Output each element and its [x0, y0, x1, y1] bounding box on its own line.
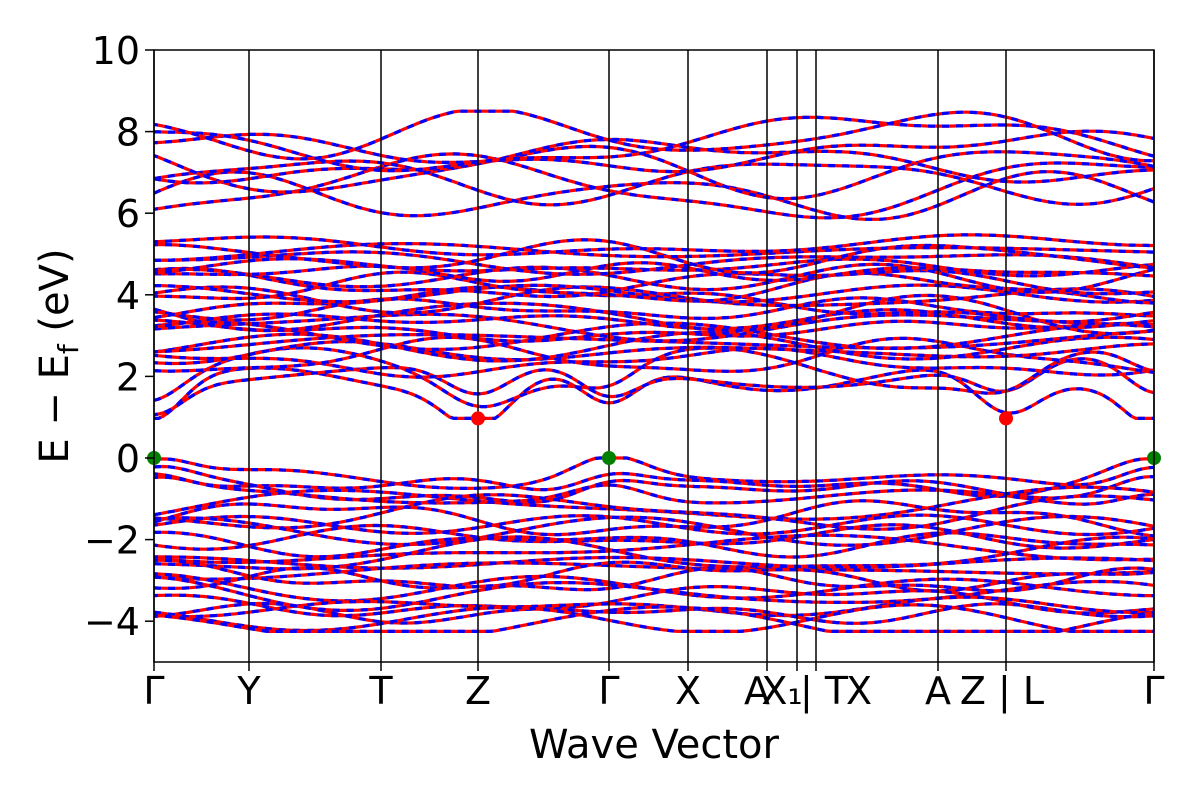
x-tick-label: A: [925, 669, 951, 713]
y-tick-label: 10: [92, 29, 140, 73]
band-line-spin-down: [154, 318, 1154, 343]
band-line-spin-down: [154, 603, 1154, 633]
band-line-spin-down: [154, 152, 1154, 220]
band-line-spin-down: [154, 475, 1154, 506]
x-tick-label: X: [675, 669, 701, 713]
x-tick-label: Y: [236, 669, 261, 713]
x-tick-label: X: [846, 669, 872, 713]
band-line-spin-down: [154, 514, 1154, 547]
cbm-marker: [999, 411, 1013, 426]
y-tick-label: 0: [116, 437, 140, 481]
y-tick-label: 4: [116, 274, 140, 318]
y-axis-label-unit: (eV): [32, 248, 78, 344]
band-line-spin-down: [154, 601, 1154, 625]
vbm-marker: [602, 451, 616, 465]
band-line-spin-up: [154, 261, 1154, 283]
band-line-spin-up: [154, 250, 1154, 276]
band-line-spin-down: [154, 513, 1154, 537]
band-line-spin-down: [154, 523, 1154, 551]
plot-frame: [153, 49, 1155, 663]
x-axis-label: Wave Vector: [529, 722, 780, 768]
band-line-spin-up: [154, 357, 1154, 417]
band-line-spin-down: [154, 170, 1154, 221]
y-axis-label: E − Ef (eV): [32, 248, 85, 463]
band-line-spin-down: [154, 266, 1154, 299]
x-tick-label: Γ: [143, 669, 164, 713]
x-tick-label: Γ: [1143, 669, 1164, 713]
band-line-spin-down: [154, 296, 1154, 322]
band-line-spin-up: [154, 242, 1154, 262]
x-tick-label: A: [744, 669, 770, 713]
band-line-spin-up: [154, 283, 1154, 304]
band-line-spin-down: [154, 129, 1154, 174]
y-tick-label: 6: [116, 192, 140, 236]
band-line-spin-down: [154, 566, 1154, 593]
band-line-spin-down: [154, 330, 1154, 363]
band-line-spin-down: [154, 115, 1154, 173]
band-line-spin-down: [154, 159, 1154, 207]
band-line-spin-down: [154, 558, 1154, 593]
band-line-spin-down: [154, 340, 1154, 366]
y-tick-label: 2: [116, 355, 140, 399]
y-axis-label-subscript: f: [52, 343, 85, 354]
y-axis: 10 8 6 4 2 0 −2 −4: [84, 29, 154, 644]
x-tick-label: X₁: [761, 669, 802, 713]
band-line-spin-down: [154, 533, 1154, 564]
y-axis-label-main: E − E: [32, 354, 78, 464]
y-tick-label: 8: [116, 111, 140, 155]
y-tick-label: −4: [84, 600, 140, 644]
band-line-spin-down: [154, 238, 1154, 275]
x-tick-label: Z: [465, 669, 491, 713]
cbm-marker: [471, 411, 485, 426]
band-lines: [154, 109, 1154, 633]
band-line-spin-up: [154, 144, 1154, 201]
band-line-spin-down: [154, 233, 1154, 257]
band-line-spin-down: [154, 530, 1154, 559]
band-line-spin-up: [154, 561, 1154, 581]
band-line-spin-down: [154, 485, 1154, 521]
band-line-spin-down: [154, 555, 1154, 570]
band-line-spin-down: [154, 262, 1154, 294]
band-line-spin-down: [154, 456, 1154, 490]
band-line-spin-down: [154, 605, 1154, 633]
band-line-spin-down: [154, 308, 1154, 331]
band-line-spin-down: [154, 499, 1154, 538]
band-line-spin-up: [154, 595, 1154, 619]
band-line-spin-up: [154, 312, 1154, 343]
x-tick-label: Γ: [598, 669, 619, 713]
band-line-spin-down: [154, 137, 1154, 185]
x-tick-label: Z | L: [960, 669, 1044, 714]
band-line-spin-down: [154, 109, 1154, 163]
band-line-spin-up: [154, 137, 1154, 185]
x-tick-label: | T: [800, 669, 849, 714]
band-line-spin-down: [154, 329, 1154, 354]
band-line-spin-up: [154, 485, 1154, 521]
band-line-spin-down: [154, 293, 1154, 336]
extrema-markers: [147, 411, 1161, 465]
y-tick-label: −2: [84, 519, 140, 563]
x-tick-label: T: [368, 669, 393, 713]
